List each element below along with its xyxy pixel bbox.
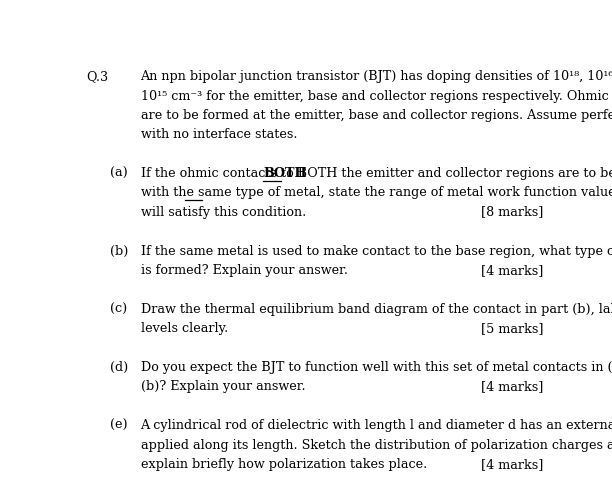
Text: [8 marks]: [8 marks]: [481, 206, 543, 218]
Text: Draw the thermal equilibrium band diagram of the contact in part (b), labeling a: Draw the thermal equilibrium band diagra…: [141, 303, 612, 316]
Text: with the same type of metal, state the range of metal work function values that: with the same type of metal, state the r…: [141, 186, 612, 199]
Text: will satisfy this condition.: will satisfy this condition.: [141, 206, 306, 218]
Text: (a): (a): [110, 167, 127, 180]
Text: A cylindrical rod of dielectric with length l and diameter d has an external fie: A cylindrical rod of dielectric with len…: [141, 419, 612, 432]
Text: with no interface states.: with no interface states.: [141, 128, 297, 141]
Text: applied along its length. Sketch the distribution of polarization charges and: applied along its length. Sketch the dis…: [141, 438, 612, 452]
Text: An npn bipolar junction transistor (BJT) has doping densities of 10¹⁸, 10¹⁶ and: An npn bipolar junction transistor (BJT)…: [141, 70, 612, 83]
Text: 10¹⁵ cm⁻³ for the emitter, base and collector regions respectively. Ohmic contac: 10¹⁵ cm⁻³ for the emitter, base and coll…: [141, 89, 612, 103]
Text: levels clearly.: levels clearly.: [141, 322, 228, 335]
Text: are to be formed at the emitter, base and collector regions. Assume perfect syst: are to be formed at the emitter, base an…: [141, 109, 612, 122]
Text: (d): (d): [110, 361, 128, 374]
Text: (b)? Explain your answer.: (b)? Explain your answer.: [141, 381, 305, 393]
Text: (b): (b): [110, 245, 128, 258]
Text: (c): (c): [110, 303, 127, 316]
Text: Q.3: Q.3: [86, 70, 108, 83]
Text: explain briefly how polarization takes place.: explain briefly how polarization takes p…: [141, 458, 427, 471]
Text: BOTH: BOTH: [263, 167, 307, 180]
Text: (e): (e): [110, 419, 127, 432]
Text: [4 marks]: [4 marks]: [481, 264, 543, 277]
Text: If the ohmic contacts to BOTH the emitter and collector regions are to be formed: If the ohmic contacts to BOTH the emitte…: [141, 167, 612, 180]
Text: is formed? Explain your answer.: is formed? Explain your answer.: [141, 264, 348, 277]
Text: [4 marks]: [4 marks]: [481, 381, 543, 393]
Text: [5 marks]: [5 marks]: [481, 322, 543, 335]
Text: If the same metal is used to make contact to the base region, what type of conta: If the same metal is used to make contac…: [141, 245, 612, 258]
Text: [4 marks]: [4 marks]: [481, 458, 543, 471]
Text: Do you expect the BJT to function well with this set of metal contacts in (a) an: Do you expect the BJT to function well w…: [141, 361, 612, 374]
